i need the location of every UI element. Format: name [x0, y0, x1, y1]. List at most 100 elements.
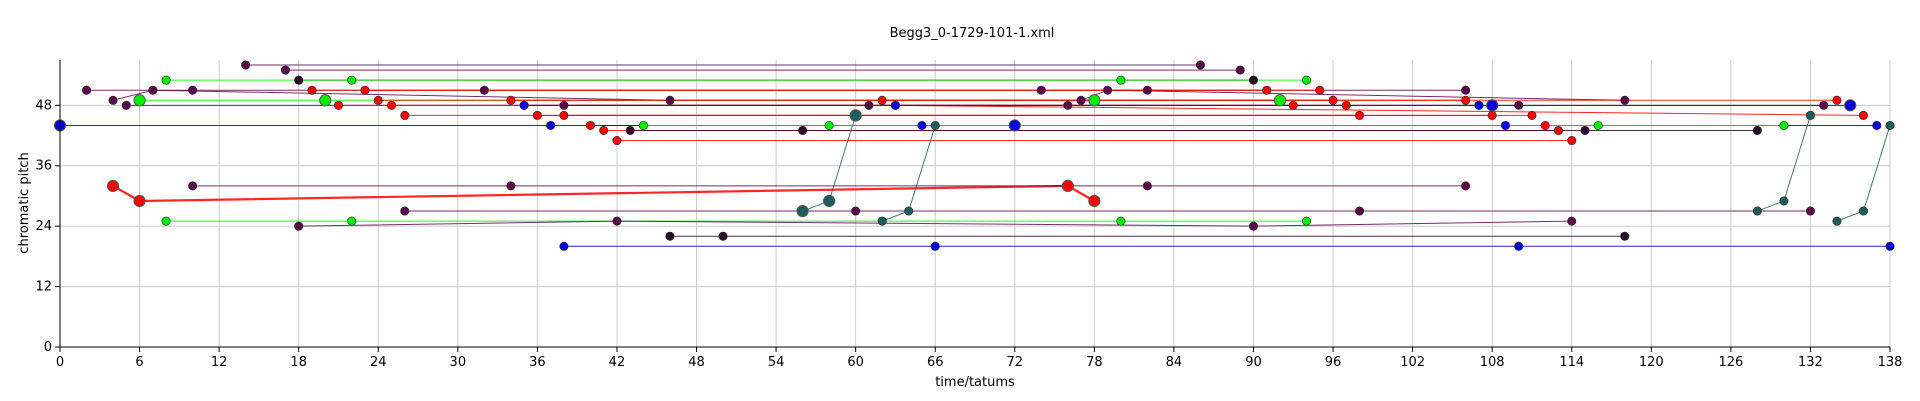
x-tick-label: 114 — [1559, 355, 1584, 370]
data-point — [890, 100, 900, 110]
data-point — [1779, 120, 1789, 130]
data-point — [665, 231, 675, 241]
data-point — [917, 120, 927, 130]
data-point — [612, 136, 622, 146]
data-point — [612, 216, 622, 226]
data-point — [519, 100, 529, 110]
y-ticks: 0 12 24 36 48 — [35, 98, 60, 355]
data-point — [1779, 196, 1789, 206]
x-tick-label: 72 — [1007, 355, 1024, 370]
data-point — [1567, 216, 1577, 226]
axes — [59, 60, 1890, 348]
data-point — [1474, 100, 1484, 110]
data-point — [161, 216, 171, 226]
data-point — [307, 85, 317, 95]
data-point — [546, 120, 556, 130]
data-point — [148, 85, 158, 95]
data-point — [824, 120, 834, 130]
highlighted-point — [1088, 94, 1101, 107]
data-point — [1076, 95, 1086, 105]
data-point — [1195, 60, 1205, 70]
data-point — [280, 65, 290, 75]
highlighted-point — [133, 194, 146, 208]
data-point — [506, 95, 516, 105]
data-point — [1858, 110, 1868, 120]
data-point — [638, 120, 648, 130]
data-point — [851, 206, 861, 216]
data-point — [864, 100, 874, 110]
x-tick-label: 78 — [1086, 355, 1103, 370]
x-tick-label: 84 — [1166, 355, 1183, 370]
data-point — [294, 221, 304, 231]
highlighted-point — [319, 94, 332, 107]
data-point — [347, 216, 357, 226]
data-point — [1805, 206, 1815, 216]
data-point — [1885, 241, 1895, 251]
data-point — [1514, 241, 1524, 251]
data-point — [1461, 85, 1471, 95]
data-point — [1116, 216, 1126, 226]
data-point — [1461, 95, 1471, 105]
data-point — [1620, 231, 1630, 241]
data-point — [1527, 110, 1537, 120]
highlighted-point — [1486, 99, 1499, 112]
x-tick-label: 126 — [1718, 355, 1743, 370]
y-tick-label: 36 — [35, 159, 52, 174]
x-tick-label: 0 — [56, 355, 64, 370]
data-point — [877, 216, 887, 226]
x-axis-label: time/tatums — [935, 375, 1015, 390]
data-point — [1142, 181, 1152, 191]
data-point — [479, 85, 489, 95]
data-point — [333, 100, 343, 110]
highlighted-point — [1088, 194, 1101, 208]
data-point — [1885, 120, 1895, 130]
data-point — [1805, 110, 1815, 120]
data-point — [1500, 120, 1510, 130]
grid — [59, 60, 1891, 348]
data-point — [930, 120, 940, 130]
data-point — [1832, 95, 1842, 105]
series-line — [298, 220, 1572, 227]
data-point — [798, 125, 808, 135]
data-point — [188, 181, 198, 191]
data-point — [1461, 181, 1471, 191]
data-point — [930, 241, 940, 251]
x-ticks: 0 6 12 18 24 30 36 42 48 54 60 66 72 78 84 90 96 102 108 11… — [56, 347, 1902, 370]
data-point — [294, 75, 304, 85]
data-point — [1262, 85, 1272, 95]
series-lines — [60, 64, 1891, 247]
x-tick-label: 90 — [1245, 355, 1262, 370]
data-point — [1553, 125, 1563, 135]
data-point — [625, 125, 635, 135]
series-line — [895, 104, 1864, 116]
data-point — [599, 125, 609, 135]
series-line — [112, 89, 1625, 101]
data-point — [877, 95, 887, 105]
x-tick-label: 36 — [529, 355, 546, 370]
x-tick-label: 120 — [1639, 355, 1664, 370]
y-tick-label: 24 — [35, 219, 52, 234]
data-point — [387, 100, 397, 110]
data-point — [1540, 120, 1550, 130]
data-point — [1116, 75, 1126, 85]
x-tick-label: 96 — [1325, 355, 1342, 370]
data-point — [559, 100, 569, 110]
data-point — [559, 110, 569, 120]
data-point — [1302, 75, 1312, 85]
data-point — [1580, 125, 1590, 135]
data-point — [1036, 85, 1046, 95]
data-point — [506, 181, 516, 191]
highlighted-point — [796, 204, 809, 218]
x-tick-label: 6 — [135, 355, 143, 370]
data-point — [1248, 221, 1258, 231]
data-point — [161, 75, 171, 85]
highlighted-point — [1008, 119, 1021, 132]
data-point — [559, 241, 569, 251]
data-point — [1315, 85, 1325, 95]
series-line — [112, 184, 1095, 203]
data-point — [1752, 125, 1762, 135]
series-points — [53, 60, 1895, 251]
chart-title: Begg3_0-1729-101-1.xml — [890, 26, 1055, 41]
highlighted-point — [849, 109, 862, 122]
data-point — [718, 231, 728, 241]
